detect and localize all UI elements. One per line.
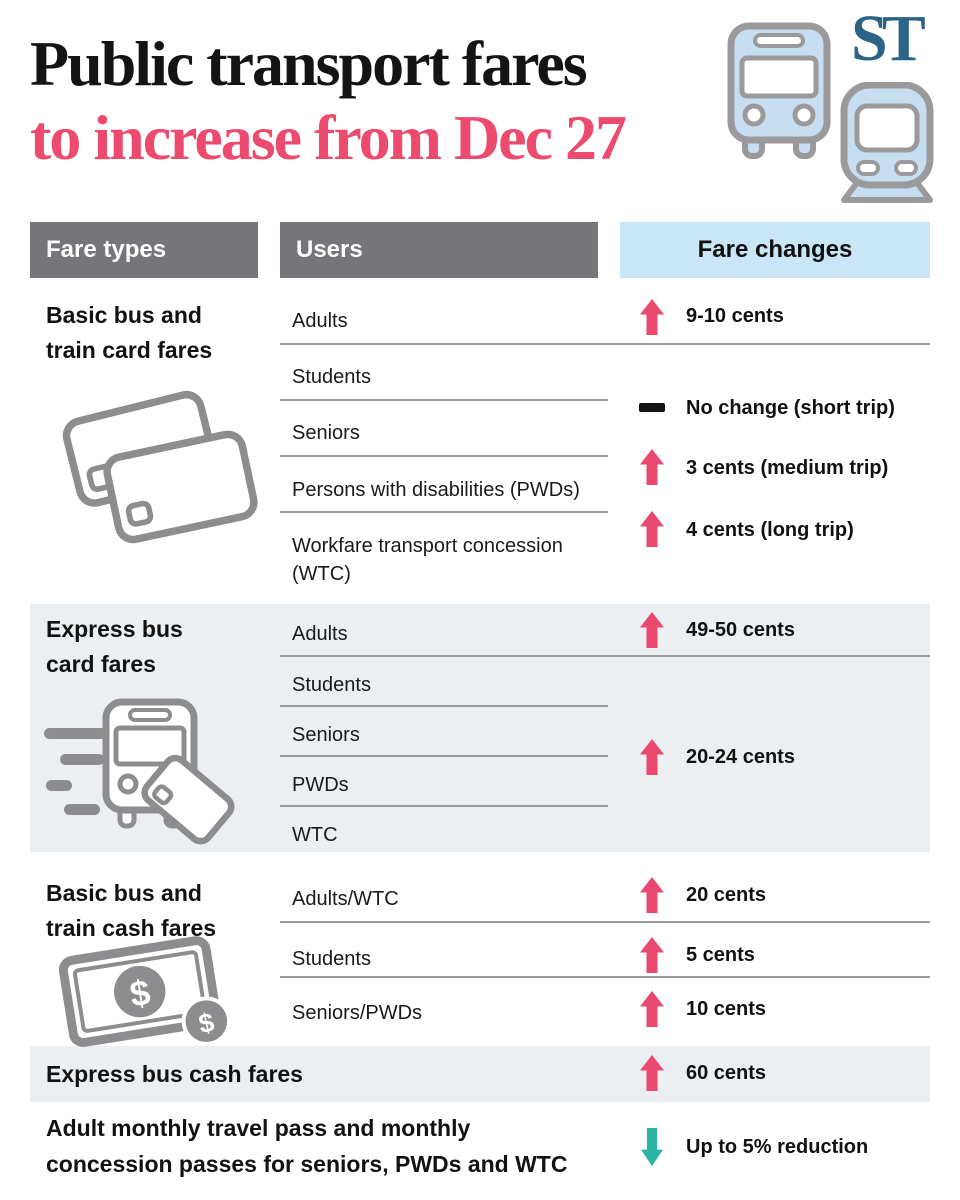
fare-type-title-line: concession passes for seniors, PWDs and …	[46, 1151, 568, 1177]
row-divider	[280, 976, 930, 978]
column-header-fare-types: Fare types	[30, 222, 258, 278]
fare-type-title: Adult monthly travel pass and monthly co…	[46, 1110, 567, 1182]
user-label: Workfare transport concession (WTC)	[292, 535, 563, 585]
no-change-dash-icon	[639, 403, 665, 412]
up-arrow-icon	[640, 991, 664, 1027]
user-label: PWDs	[292, 774, 349, 796]
row-divider	[280, 399, 608, 401]
st-logo: ST	[851, 2, 926, 75]
up-arrow-icon	[640, 299, 664, 335]
down-arrow-icon	[641, 1128, 663, 1166]
column-header-label: Fare types	[46, 236, 167, 263]
row-divider	[280, 805, 608, 807]
headline-line2: to increase from Dec 27	[30, 102, 627, 173]
cash-icon: $ $	[58, 936, 232, 1047]
column-header-label: Fare changes	[697, 236, 853, 263]
user-label: Students	[292, 674, 371, 696]
bus-icon	[727, 22, 831, 159]
user-label: Adults	[292, 310, 348, 332]
fare-type-title-line: Adult monthly travel pass and monthly	[46, 1115, 471, 1141]
up-arrow-icon	[640, 937, 664, 973]
fare-change-value: 5 cents	[686, 944, 755, 966]
fare-change-value: No change (short trip)	[686, 397, 895, 419]
fare-change-value: 9-10 cents	[686, 305, 784, 327]
row-divider	[280, 921, 930, 923]
row-divider	[280, 511, 608, 513]
fare-change-value: 4 cents (long trip)	[686, 519, 854, 541]
train-icon	[840, 82, 934, 203]
fare-type-title: Express bus cash fares	[46, 1059, 303, 1089]
user-label: Seniors/PWDs	[292, 1002, 423, 1024]
row-divider	[280, 343, 930, 345]
up-arrow-icon	[640, 449, 664, 485]
up-arrow-icon	[640, 511, 664, 547]
fare-type-title: Basic bus and train card fares	[46, 298, 212, 368]
user-label: Students	[292, 366, 371, 388]
user-label: Students	[292, 948, 371, 970]
fare-type-title-line: Express bus cash fares	[46, 1061, 303, 1087]
user-label: Seniors	[292, 422, 360, 444]
column-header-label: Users	[296, 236, 363, 263]
fare-change-value: 10 cents	[686, 998, 767, 1020]
headline-line1: Public transport fares	[30, 28, 588, 99]
transit-cards-icon	[62, 390, 258, 544]
dollar-glyph: $	[196, 1007, 217, 1039]
up-arrow-icon	[640, 877, 664, 913]
row-divider	[280, 655, 930, 657]
fare-type-title-line: train cash fares	[46, 915, 217, 941]
fare-type-title-line: train card fares	[46, 337, 213, 363]
fare-type-title-line: Express bus	[46, 616, 183, 642]
row-divider	[280, 755, 608, 757]
user-label: WTC	[292, 824, 338, 846]
fare-change-value: 20 cents	[686, 884, 767, 906]
section-express-cash-band	[30, 1046, 930, 1102]
user-label: Adults/WTC	[292, 888, 399, 910]
user-label: Persons with disabilities (PWDs)	[292, 479, 580, 501]
fare-type-title: Basic bus and train cash fares	[46, 876, 216, 946]
fare-change-value: Up to 5% reduction	[686, 1136, 869, 1158]
row-divider	[280, 705, 608, 707]
row-divider	[280, 455, 608, 457]
fare-change-value: 3 cents (medium trip)	[686, 457, 889, 479]
fare-type-title-line: Basic bus and	[46, 880, 202, 906]
column-header-users: Users	[280, 222, 598, 278]
column-header-fare-changes: Fare changes	[620, 222, 930, 278]
fare-change-value: 20-24 cents	[686, 746, 795, 768]
user-label: Seniors	[292, 724, 360, 746]
fare-type-title: Express bus card fares	[46, 612, 183, 682]
fare-change-value: 49-50 cents	[686, 619, 795, 641]
fare-type-title-line: Basic bus and	[46, 302, 202, 328]
user-label: Adults	[292, 623, 348, 645]
fare-type-title-line: card fares	[46, 651, 156, 677]
fare-change-value: 60 cents	[686, 1062, 767, 1084]
express-bus-icon	[44, 698, 235, 845]
